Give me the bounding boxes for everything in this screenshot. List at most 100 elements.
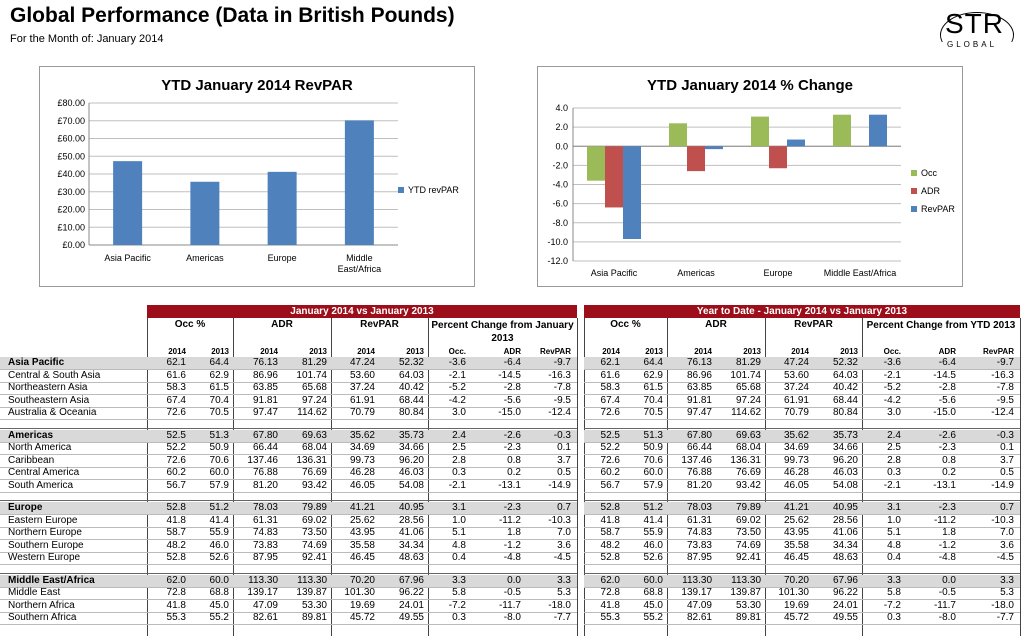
x-category-label: Middle East/Africa bbox=[338, 253, 382, 274]
table-cell: 3.0 bbox=[887, 407, 901, 418]
year-label: 2014 bbox=[168, 347, 186, 356]
row-divider bbox=[0, 586, 577, 588]
column-divider bbox=[765, 318, 766, 636]
table-cell: 60.0 bbox=[209, 467, 229, 478]
table-cell: 46.45 bbox=[783, 552, 809, 563]
table-cell: 2.5 bbox=[887, 442, 901, 453]
legend-label: ADR bbox=[921, 186, 941, 196]
table-cell: 51.2 bbox=[209, 502, 229, 513]
table-cell: 69.63 bbox=[301, 429, 327, 441]
table-cell: 60.2 bbox=[600, 467, 620, 478]
y-tick-label: 0.0 bbox=[555, 141, 568, 151]
group-header: Occ % bbox=[610, 319, 641, 330]
region-row bbox=[0, 502, 577, 514]
table-cell: 101.30 bbox=[778, 587, 809, 598]
table-cell: 72.6 bbox=[600, 454, 620, 466]
revpar-chart-panel: YTD January 2014 RevPAR £0.00 £10.00 £20.0… bbox=[39, 66, 475, 287]
table-cell: 3.7 bbox=[1000, 454, 1014, 466]
pct-change-chart: -12.0 -10.0 -8.0 -6.0 -4.0 -2.0 0.0 2.0 4.0 Asia … bbox=[547, 103, 955, 278]
str-global-logo: STR GLOBAL bbox=[940, 8, 1020, 58]
table-cell: 70.79 bbox=[349, 407, 375, 418]
table-cell: 5.8 bbox=[887, 587, 901, 598]
table-cell: 92.41 bbox=[301, 552, 327, 563]
region-row bbox=[584, 357, 1020, 369]
region-row bbox=[0, 574, 577, 587]
table-cell: 82.61 bbox=[252, 612, 278, 623]
bar-revpar bbox=[623, 146, 641, 240]
table-cell: 72.6 bbox=[166, 454, 186, 466]
table-cell: 52.6 bbox=[209, 552, 229, 563]
section-divider bbox=[0, 572, 577, 574]
row-divider bbox=[0, 419, 577, 420]
table-cell: 64.4 bbox=[643, 357, 663, 368]
table-cell: -9.7 bbox=[553, 357, 571, 368]
table-cell: 0.8 bbox=[507, 454, 521, 466]
revpar-chart: £0.00 £10.00 £20.00 £30.00 £40.00 £50.00 £60.0… bbox=[57, 98, 459, 274]
table-cell: 52.32 bbox=[832, 357, 858, 368]
table-cell: 41.4 bbox=[643, 514, 663, 526]
year-label: 2014 bbox=[602, 347, 620, 356]
table-cell: 58.3 bbox=[600, 382, 620, 393]
table-cell: 49.55 bbox=[832, 612, 858, 623]
table-cell: 4.8 bbox=[452, 539, 466, 551]
bar-occ bbox=[833, 114, 851, 147]
table-cell: 137.46 bbox=[681, 454, 712, 466]
table-cell: 61.31 bbox=[252, 514, 278, 526]
table-cell: 2.4 bbox=[887, 429, 901, 441]
row-divider bbox=[0, 564, 577, 565]
row-divider bbox=[0, 611, 577, 613]
bar-revpar bbox=[787, 139, 805, 147]
group-header: Occ % bbox=[174, 319, 206, 330]
row-divider bbox=[584, 441, 1020, 443]
row-divider bbox=[584, 406, 1020, 408]
table-cell: 72.8 bbox=[600, 587, 620, 598]
table-cell: 62.1 bbox=[600, 357, 620, 368]
table-cell: -4.8 bbox=[503, 552, 521, 563]
table-cell: 2.8 bbox=[887, 454, 901, 466]
table-cell: 0.0 bbox=[507, 574, 521, 586]
x-category-label: Europe bbox=[763, 268, 792, 278]
table-cell: 55.2 bbox=[643, 612, 663, 623]
table-cell: 96.22 bbox=[832, 587, 858, 598]
table-cell: 3.1 bbox=[452, 502, 466, 513]
region-row bbox=[584, 502, 1020, 514]
table-cell: 35.58 bbox=[349, 539, 375, 551]
table-cell: 3.3 bbox=[887, 574, 901, 586]
table-cell: 45.72 bbox=[783, 612, 809, 623]
table-cell: 46.05 bbox=[349, 479, 375, 491]
table-cell: 2.4 bbox=[452, 429, 466, 441]
table-cell: 70.20 bbox=[783, 574, 809, 586]
y-tick-label: -2.0 bbox=[552, 160, 568, 170]
pct-label: ADR bbox=[938, 347, 956, 356]
table-cell: -11.7 bbox=[498, 599, 521, 611]
table-cell: -16.3 bbox=[991, 369, 1014, 381]
row-divider bbox=[0, 406, 577, 408]
x-category-label: Americas bbox=[677, 268, 715, 278]
table-cell: 49.55 bbox=[398, 612, 424, 623]
table-cell: 43.95 bbox=[349, 527, 375, 538]
table-cell: 50.9 bbox=[643, 442, 663, 453]
column-divider bbox=[428, 318, 429, 636]
table-cell: 72.6 bbox=[166, 407, 186, 418]
table-cell: 70.5 bbox=[643, 407, 663, 418]
legend-swatch bbox=[398, 187, 404, 193]
y-tick-label: -12.0 bbox=[547, 256, 568, 266]
table-cell: -1.2 bbox=[938, 539, 956, 551]
x-category-label: Asia Pacific bbox=[591, 268, 638, 278]
table-cell: 46.0 bbox=[209, 539, 229, 551]
table-cell: 113.30 bbox=[731, 574, 761, 586]
table-cell: 0.8 bbox=[942, 454, 956, 466]
table-cell: 34.34 bbox=[832, 539, 858, 551]
table-cell: 60.0 bbox=[643, 574, 663, 586]
table-cell: 52.6 bbox=[643, 552, 663, 563]
ytd-table: Year to Date - January 2014 vs January 2… bbox=[584, 305, 1031, 636]
table-cell: 97.24 bbox=[735, 394, 761, 406]
row-divider bbox=[584, 526, 1020, 528]
table-cell: 139.17 bbox=[247, 587, 278, 598]
table-cell: 0.1 bbox=[1000, 442, 1014, 453]
row-divider bbox=[584, 586, 1020, 588]
table-cell: 1.8 bbox=[507, 527, 521, 538]
table-cell: 61.6 bbox=[600, 369, 620, 381]
table-cell: -2.1 bbox=[448, 369, 466, 381]
row-label: Americas bbox=[8, 429, 54, 441]
